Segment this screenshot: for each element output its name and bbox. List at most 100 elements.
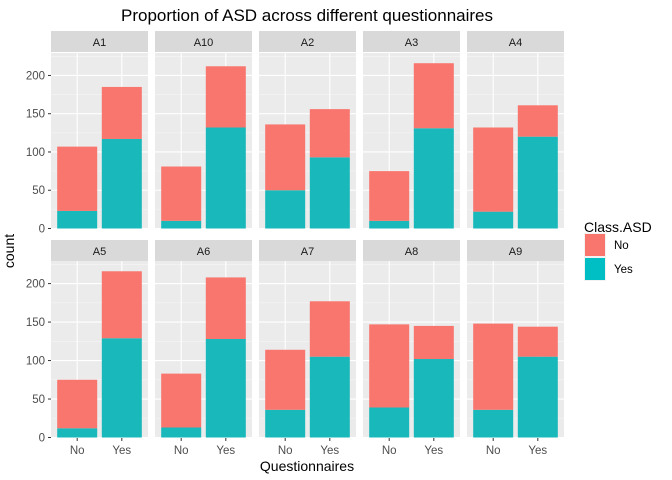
legend-key-yes	[585, 258, 605, 280]
facet-strip-label: A5	[93, 246, 106, 258]
facet-strip	[363, 31, 460, 52]
facet-strip	[259, 31, 356, 52]
x-tick-label: Yes	[424, 445, 443, 457]
x-tick-label: No	[174, 445, 189, 457]
facet-strip-label: A9	[509, 246, 522, 258]
facet-strip-label: A8	[405, 246, 418, 258]
legend-title: Class.ASD	[584, 219, 652, 235]
x-tick-label: No	[382, 445, 397, 457]
bar-segment-yes	[473, 409, 514, 438]
y-tick-label: 50	[32, 394, 45, 406]
bar-segment-yes	[413, 359, 454, 438]
x-tick-label: No	[486, 445, 501, 457]
bar-segment-yes	[309, 157, 350, 229]
facet-panel-a3: A3	[363, 31, 460, 230]
bar-segment-no	[517, 105, 558, 137]
facet-strip	[259, 240, 356, 261]
bar-segment-yes	[101, 338, 142, 438]
bar-segment-yes	[205, 338, 246, 438]
bar-segment-no	[413, 63, 454, 129]
x-tick-label: Yes	[112, 445, 131, 457]
bar-segment-yes	[369, 407, 410, 438]
bar-segment-no	[101, 86, 142, 139]
x-tick-label: Yes	[528, 445, 547, 457]
facet-strip-label: A6	[197, 246, 210, 258]
x-tick-label: Yes	[320, 445, 339, 457]
bar-segment-no	[413, 325, 454, 360]
bar-segment-yes	[473, 211, 514, 229]
bar-segment-yes	[265, 409, 306, 438]
bar-segment-yes	[309, 356, 350, 438]
y-tick-label: 100	[26, 147, 45, 159]
bar-segment-no	[265, 124, 306, 191]
facet-panel-a2: A2	[259, 31, 356, 230]
bar-segment-yes	[57, 428, 98, 438]
x-tick-label: No	[278, 445, 293, 457]
bar-segment-yes	[413, 128, 454, 229]
bar-segment-no	[309, 109, 350, 158]
bar-segment-yes	[369, 220, 410, 229]
facet-panel-a4: A4	[467, 31, 564, 230]
bar-segment-no	[57, 379, 98, 429]
x-tick-label: Yes	[216, 445, 235, 457]
bar-segment-yes	[517, 356, 558, 438]
bar-segment-no	[517, 326, 558, 357]
facet-panel-a1: A1 0 50 100 150 200	[26, 31, 148, 236]
y-axis-title: count	[1, 234, 17, 268]
bar-segment-no	[369, 171, 410, 221]
facet-panel-a6: A6 No Yes	[155, 240, 252, 457]
bar-segment-yes	[265, 190, 306, 229]
bar-segment-no	[309, 301, 350, 357]
facet-strip	[467, 240, 564, 261]
facet-strip-label: A1	[93, 37, 106, 49]
facet-panel-a10: A10	[155, 31, 252, 230]
bar-segment-no	[265, 349, 306, 410]
facet-strip-label: A10	[194, 37, 214, 49]
y-tick-label: 200	[26, 70, 45, 82]
y-tick-label: 100	[26, 356, 45, 368]
y-tick-label: 50	[32, 185, 45, 197]
bar-segment-yes	[161, 427, 202, 438]
facet-strip	[155, 240, 252, 261]
bar-segment-yes	[101, 138, 142, 229]
bar-segment-no	[57, 146, 98, 211]
bar-segment-yes	[205, 127, 246, 229]
legend-label-yes: Yes	[614, 264, 633, 276]
facet-strip	[467, 31, 564, 52]
y-tick-label: 0	[39, 224, 45, 236]
facet-strip-label: A2	[301, 37, 314, 49]
bar-segment-yes	[517, 136, 558, 229]
facet-strip-label: A7	[301, 246, 314, 258]
bar-segment-yes	[161, 220, 202, 229]
facet-panel-a7: A7 No Yes	[259, 240, 356, 457]
bar-segment-no	[161, 373, 202, 428]
x-tick-label: No	[70, 445, 85, 457]
chart-title: Proportion of ASD across different quest…	[121, 6, 493, 25]
y-tick-label: 150	[26, 109, 45, 121]
facet-strip	[51, 240, 148, 261]
legend-label-no: No	[614, 240, 629, 252]
facet-strip-label: A3	[405, 37, 418, 49]
x-axis-title: Questionnaires	[260, 458, 354, 474]
facet-strip	[155, 31, 252, 52]
facet-panel-a5: A5 No Yes 0 50 100 150 200	[26, 240, 148, 457]
y-tick-label: 0	[39, 433, 45, 445]
y-tick-label: 200	[26, 279, 45, 291]
legend: Class.ASD No Yes	[584, 219, 652, 281]
facet-strip	[51, 31, 148, 52]
facet-strip	[363, 240, 460, 261]
bar-segment-yes	[57, 210, 98, 229]
facet-strip-label: A4	[509, 37, 522, 49]
bar-segment-no	[205, 277, 246, 339]
facet-panel-a9: A9 No Yes	[467, 240, 564, 457]
y-tick-label: 150	[26, 317, 45, 329]
bar-segment-no	[369, 324, 410, 408]
bar-segment-no	[101, 271, 142, 339]
facet-panel-a8: A8 No Yes	[363, 240, 460, 457]
bar-segment-no	[205, 66, 246, 128]
bar-segment-no	[473, 323, 514, 410]
bar-segment-no	[161, 166, 202, 221]
bar-segment-no	[473, 127, 514, 212]
